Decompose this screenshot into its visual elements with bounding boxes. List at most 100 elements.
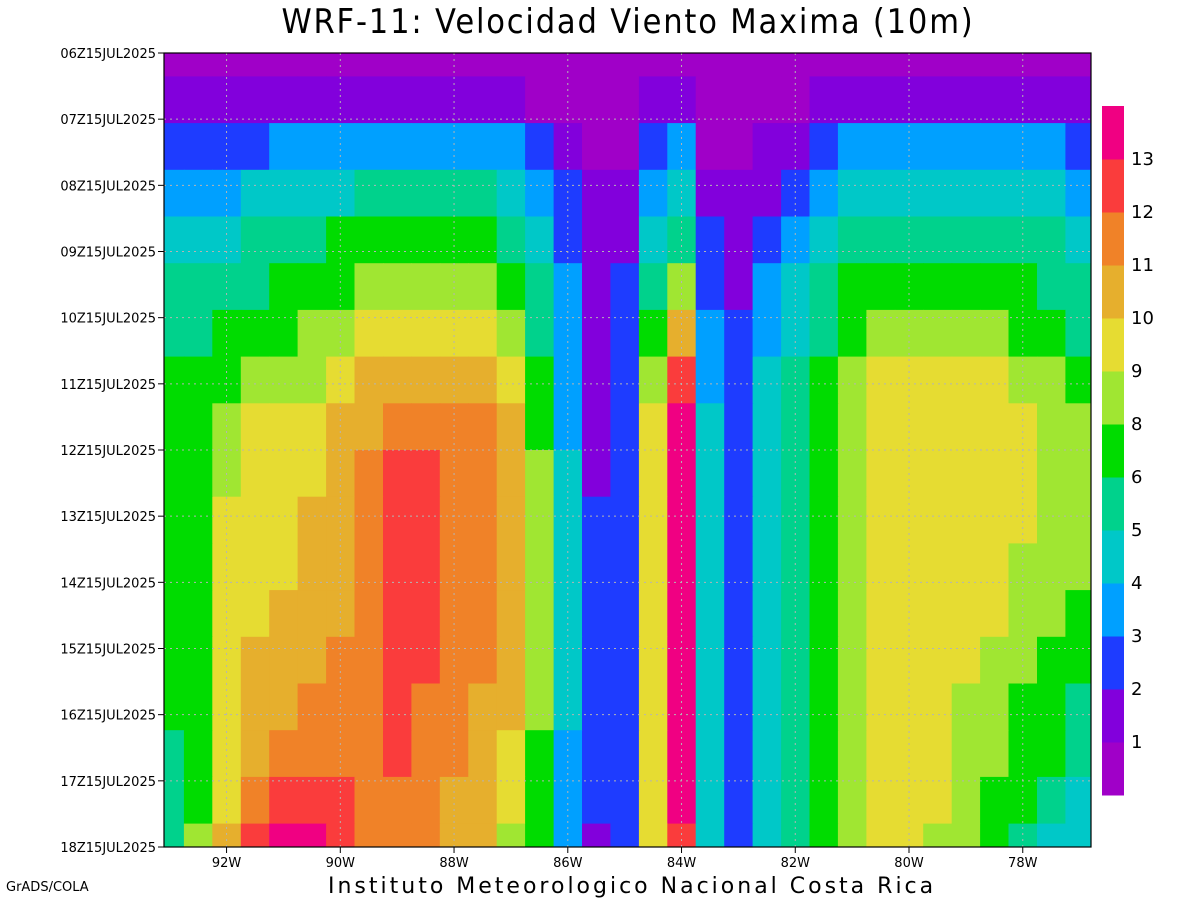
heatmap-cell: [752, 683, 782, 731]
heatmap-cell: [525, 309, 555, 358]
heatmap-cell: [894, 543, 924, 591]
heatmap-cell: [894, 309, 924, 358]
heatmap-cell: [164, 403, 185, 451]
colorbar-segment: [1102, 583, 1124, 637]
heatmap-cell: [695, 590, 725, 638]
x-tick-label: 86W: [553, 856, 583, 871]
heatmap-cell: [951, 53, 981, 77]
heatmap-cell: [297, 496, 327, 544]
heatmap-cell: [354, 776, 384, 825]
heatmap-cell: [781, 543, 811, 591]
heatmap-cell: [468, 53, 498, 77]
heatmap-cell: [923, 450, 953, 498]
heatmap-cell: [525, 216, 555, 264]
heatmap-cell: [240, 730, 270, 778]
heatmap-cell: [638, 450, 668, 498]
heatmap-cell: [667, 776, 697, 825]
heatmap-cell: [212, 123, 242, 171]
heatmap-cell: [951, 543, 981, 591]
heatmap-cell: [468, 636, 498, 685]
heatmap-cell: [164, 496, 185, 544]
heatmap-cell: [468, 169, 498, 218]
heatmap-cell: [496, 403, 526, 451]
heatmap-cell: [923, 636, 953, 685]
heatmap-cell: [354, 683, 384, 731]
heatmap-cell: [269, 776, 299, 825]
heatmap-cell: [354, 309, 384, 358]
heatmap-cell: [1065, 216, 1091, 264]
heatmap-cell: [781, 263, 811, 311]
y-tick-label: 14Z15JUL2025: [60, 576, 156, 591]
heatmap-cell: [923, 76, 953, 124]
heatmap-cell: [383, 590, 412, 638]
heatmap-cell: [383, 636, 412, 685]
heatmap-cell: [496, 123, 526, 171]
heatmap-cell: [240, 776, 270, 825]
heatmap-cell: [667, 309, 697, 358]
heatmap-cell: [638, 823, 668, 847]
heatmap-cell: [752, 543, 782, 591]
heatmap-cell: [496, 216, 526, 264]
heatmap-cell: [695, 636, 725, 685]
heatmap-cell: [411, 450, 441, 498]
heatmap-cell: [724, 683, 754, 731]
heatmap-cell: [525, 823, 555, 847]
heatmap-cell: [240, 356, 270, 404]
heatmap-cell: [1037, 356, 1066, 404]
heatmap-cell: [411, 403, 441, 451]
heatmap-cell: [638, 263, 668, 311]
heatmap-cell: [837, 683, 867, 731]
heatmap-cell: [667, 263, 697, 311]
heatmap-cell: [468, 450, 498, 498]
heatmap-cell: [1037, 403, 1066, 451]
heatmap-cell: [553, 53, 583, 77]
heatmap-cell: [809, 169, 839, 218]
heatmap-cell: [724, 76, 754, 124]
heatmap-cell: [980, 76, 1010, 124]
heatmap-cell: [496, 776, 526, 825]
heatmap-cell: [297, 76, 327, 124]
heatmap-cell: [468, 823, 498, 847]
heatmap-cell: [951, 823, 981, 847]
heatmap-cell: [582, 683, 611, 731]
software-label: GrADS/COLA: [6, 880, 89, 895]
heatmap-cell: [610, 216, 640, 264]
heatmap-cell: [297, 263, 327, 311]
heatmap-cell: [269, 823, 299, 847]
heatmap-cell: [638, 76, 668, 124]
heatmap-cell: [980, 53, 1010, 77]
heatmap-cell: [923, 590, 953, 638]
heatmap-cell: [1065, 53, 1091, 77]
heatmap-cell: [383, 76, 412, 124]
heatmap-cell: [164, 543, 185, 591]
heatmap-cell: [525, 683, 555, 731]
heatmap-cell: [269, 683, 299, 731]
heatmap-cell: [439, 53, 469, 77]
heatmap-cell: [212, 543, 242, 591]
heatmap-cell: [1037, 683, 1066, 731]
y-tick-label: 17Z15JUL2025: [60, 775, 156, 790]
heatmap-cell: [980, 356, 1010, 404]
heatmap-cell: [411, 496, 441, 544]
heatmap-cell: [1037, 776, 1066, 825]
heatmap-cell: [354, 496, 384, 544]
heatmap-cell: [1037, 76, 1066, 124]
heatmap-cell: [980, 683, 1010, 731]
heatmap-cell: [923, 776, 953, 825]
heatmap-cell: [582, 450, 611, 498]
heatmap-cell: [269, 590, 299, 638]
colorbar-segment: [1102, 106, 1124, 160]
heatmap-cell: [1065, 263, 1091, 311]
heatmap-cell: [553, 123, 583, 171]
heatmap-cell: [667, 53, 697, 77]
heatmap-cell: [269, 636, 299, 685]
colorbar-segment: [1102, 636, 1124, 690]
heatmap-cell: [866, 683, 896, 731]
heatmap-cell: [752, 823, 782, 847]
heatmap-cell: [326, 776, 356, 825]
heatmap-cell: [809, 730, 839, 778]
colorbar-label: 12: [1131, 202, 1154, 223]
heatmap-cell: [809, 590, 839, 638]
heatmap-cell: [354, 53, 384, 77]
heatmap-cell: [496, 683, 526, 731]
